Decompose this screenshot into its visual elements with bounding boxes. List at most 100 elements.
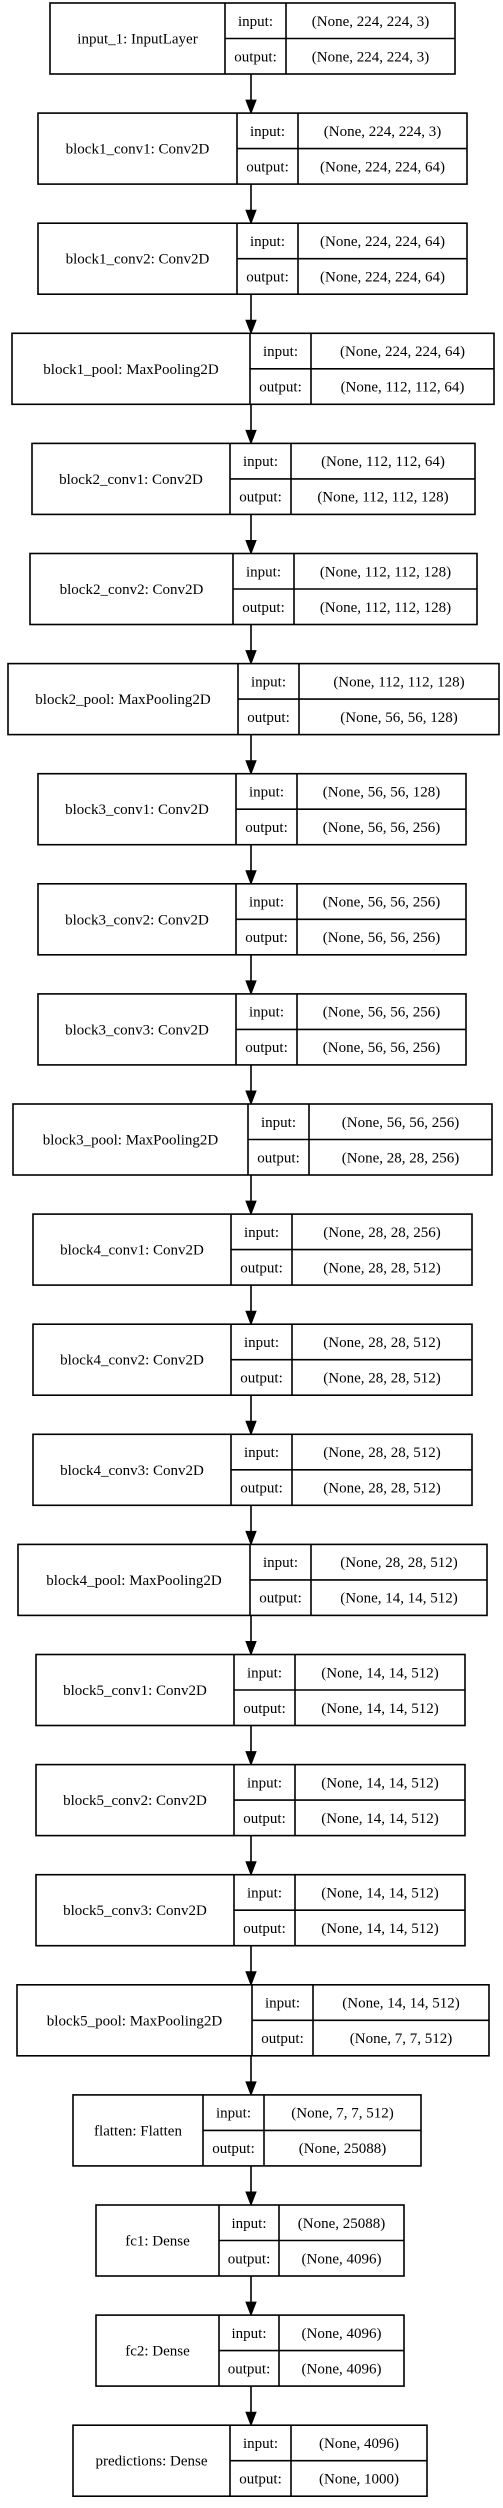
input-shape: (None, 112, 112, 128) xyxy=(333,674,464,690)
layer-node: block3_pool: MaxPooling2D input: output: (N… xyxy=(12,1103,493,1176)
layer-name: block2_conv1: Conv2D xyxy=(59,472,203,488)
output-label: output: xyxy=(228,2251,271,2267)
input-label: input: xyxy=(261,1115,296,1131)
input-label: input: xyxy=(250,124,285,140)
output-label: output: xyxy=(234,49,277,65)
layer-name: block1_conv1: Conv2D xyxy=(66,142,210,158)
output-shape: (None, 14, 14, 512) xyxy=(321,1701,438,1717)
input-shape: (None, 4096) xyxy=(302,2326,382,2342)
edge-arrow xyxy=(245,1285,257,1326)
output-shape: (None, 224, 224, 64) xyxy=(320,269,445,285)
input-shape: (None, 25088) xyxy=(298,2216,385,2232)
output-label: output: xyxy=(247,710,290,726)
layer-name: block4_conv3: Conv2D xyxy=(60,1463,204,1479)
edge-arrow xyxy=(245,844,257,886)
layer-name: block3_conv3: Conv2D xyxy=(65,1022,209,1038)
layer-name: block3_conv2: Conv2D xyxy=(65,912,209,928)
output-shape: (None, 28, 28, 512) xyxy=(323,1260,440,1276)
layer-name: block5_conv3: Conv2D xyxy=(63,1903,207,1919)
layer-node: block3_conv2: Conv2D input: output: (None, … xyxy=(37,882,467,956)
layer-name: block5_conv1: Conv2D xyxy=(63,1683,207,1699)
input-shape: (None, 28, 28, 256) xyxy=(323,1225,440,1241)
output-shape: (None, 56, 56, 128) xyxy=(340,710,457,726)
layer-node: block4_pool: MaxPooling2D input: output: (N… xyxy=(17,1543,488,1617)
layer-name: block3_pool: MaxPooling2D xyxy=(43,1133,219,1149)
input-label: input: xyxy=(244,1335,279,1351)
input-shape: (None, 224, 224, 3) xyxy=(312,14,429,30)
layer-name: block5_pool: MaxPooling2D xyxy=(47,2013,223,2029)
output-label: output: xyxy=(246,269,289,285)
output-label: output: xyxy=(212,2141,255,2157)
input-label: input: xyxy=(244,1225,279,1241)
layer-node: block2_pool: MaxPooling2D input: output: (N… xyxy=(7,662,500,736)
edge-arrow xyxy=(245,734,257,776)
input-shape: (None, 224, 224, 3) xyxy=(324,124,441,140)
output-label: output: xyxy=(239,2471,282,2487)
edge-arrow xyxy=(245,2386,257,2427)
layer-node: fc2: Dense input: output: (None, 4096) (None… xyxy=(95,2314,405,2387)
layer-node: block1_pool: MaxPooling2D input: output: (N… xyxy=(11,332,495,406)
output-shape: (None, 25088) xyxy=(299,2141,386,2157)
input-label: input: xyxy=(216,2106,251,2122)
layer-node: block4_conv2: Conv2D input: output: (None, … xyxy=(32,1323,473,1396)
output-label: output: xyxy=(259,1591,302,1607)
output-shape: (None, 112, 112, 128) xyxy=(317,490,448,506)
edge-arrow xyxy=(245,294,257,335)
output-label: output: xyxy=(245,930,288,946)
output-shape: (None, 224, 224, 3) xyxy=(312,49,429,65)
output-label: output: xyxy=(245,1040,288,1056)
layer-name: flatten: Flatten xyxy=(94,2123,182,2139)
input-label: input: xyxy=(263,344,298,360)
output-label: output: xyxy=(261,2031,304,2047)
input-shape: (None, 14, 14, 512) xyxy=(321,1665,438,1681)
layer-name: fc1: Dense xyxy=(125,2234,190,2250)
output-label: output: xyxy=(242,600,285,616)
input-shape: (None, 28, 28, 512) xyxy=(323,1335,440,1351)
output-shape: (None, 56, 56, 256) xyxy=(323,930,440,946)
input-label: input: xyxy=(231,2216,266,2232)
layer-name: block5_conv2: Conv2D xyxy=(63,1793,207,1809)
output-label: output: xyxy=(257,1150,300,1166)
layer-node: block5_conv2: Conv2D input: output: (None, … xyxy=(35,1763,466,1837)
output-shape: (None, 14, 14, 512) xyxy=(340,1591,457,1607)
input-label: input: xyxy=(244,1445,279,1461)
layer-name: block3_conv1: Conv2D xyxy=(65,802,209,818)
layer-node: block4_conv1: Conv2D input: output: (None, … xyxy=(32,1213,473,1286)
output-shape: (None, 56, 56, 256) xyxy=(323,820,440,836)
output-label: output: xyxy=(259,380,302,396)
output-label: output: xyxy=(245,820,288,836)
layer-node: predictions: Dense input: output: (None, 40… xyxy=(72,2424,428,2497)
input-label: input: xyxy=(249,895,284,911)
input-shape: (None, 14, 14, 512) xyxy=(321,1775,438,1791)
input-shape: (None, 56, 56, 256) xyxy=(323,1005,440,1021)
output-label: output: xyxy=(239,490,282,506)
edge-arrow xyxy=(245,2055,257,2097)
layer-name: predictions: Dense xyxy=(95,2454,207,2470)
edge-arrow xyxy=(245,1615,257,1656)
input-shape: (None, 28, 28, 512) xyxy=(340,1555,457,1571)
input-label: input: xyxy=(249,784,284,800)
layer-node: input_1: InputLayer input: output: (None, 2… xyxy=(49,2,456,75)
output-shape: (None, 14, 14, 512) xyxy=(321,1921,438,1937)
layer-node: block3_conv3: Conv2D input: output: (None, … xyxy=(37,993,467,1066)
output-shape: (None, 14, 14, 512) xyxy=(321,1811,438,1827)
output-shape: (None, 28, 28, 512) xyxy=(323,1370,440,1386)
output-shape: (None, 28, 28, 512) xyxy=(323,1481,440,1497)
edge-arrow xyxy=(245,404,257,445)
input-shape: (None, 28, 28, 512) xyxy=(323,1445,440,1461)
output-shape: (None, 7, 7, 512) xyxy=(350,2031,452,2047)
input-label: input: xyxy=(247,1885,282,1901)
output-shape: (None, 112, 112, 128) xyxy=(320,600,451,616)
input-shape: (None, 224, 224, 64) xyxy=(320,234,445,250)
layer-node: block5_conv1: Conv2D input: output: (None, … xyxy=(35,1653,466,1727)
output-label: output: xyxy=(246,159,289,175)
edge-arrow xyxy=(245,624,257,665)
input-label: input: xyxy=(249,1005,284,1021)
layer-name: block2_conv2: Conv2D xyxy=(60,582,204,598)
input-label: input: xyxy=(251,674,286,690)
output-label: output: xyxy=(240,1481,283,1497)
edge-arrow xyxy=(245,2276,257,2317)
layer-name: fc2: Dense xyxy=(125,2344,190,2360)
input-shape: (None, 112, 112, 64) xyxy=(321,454,445,470)
output-shape: (None, 4096) xyxy=(302,2251,382,2267)
